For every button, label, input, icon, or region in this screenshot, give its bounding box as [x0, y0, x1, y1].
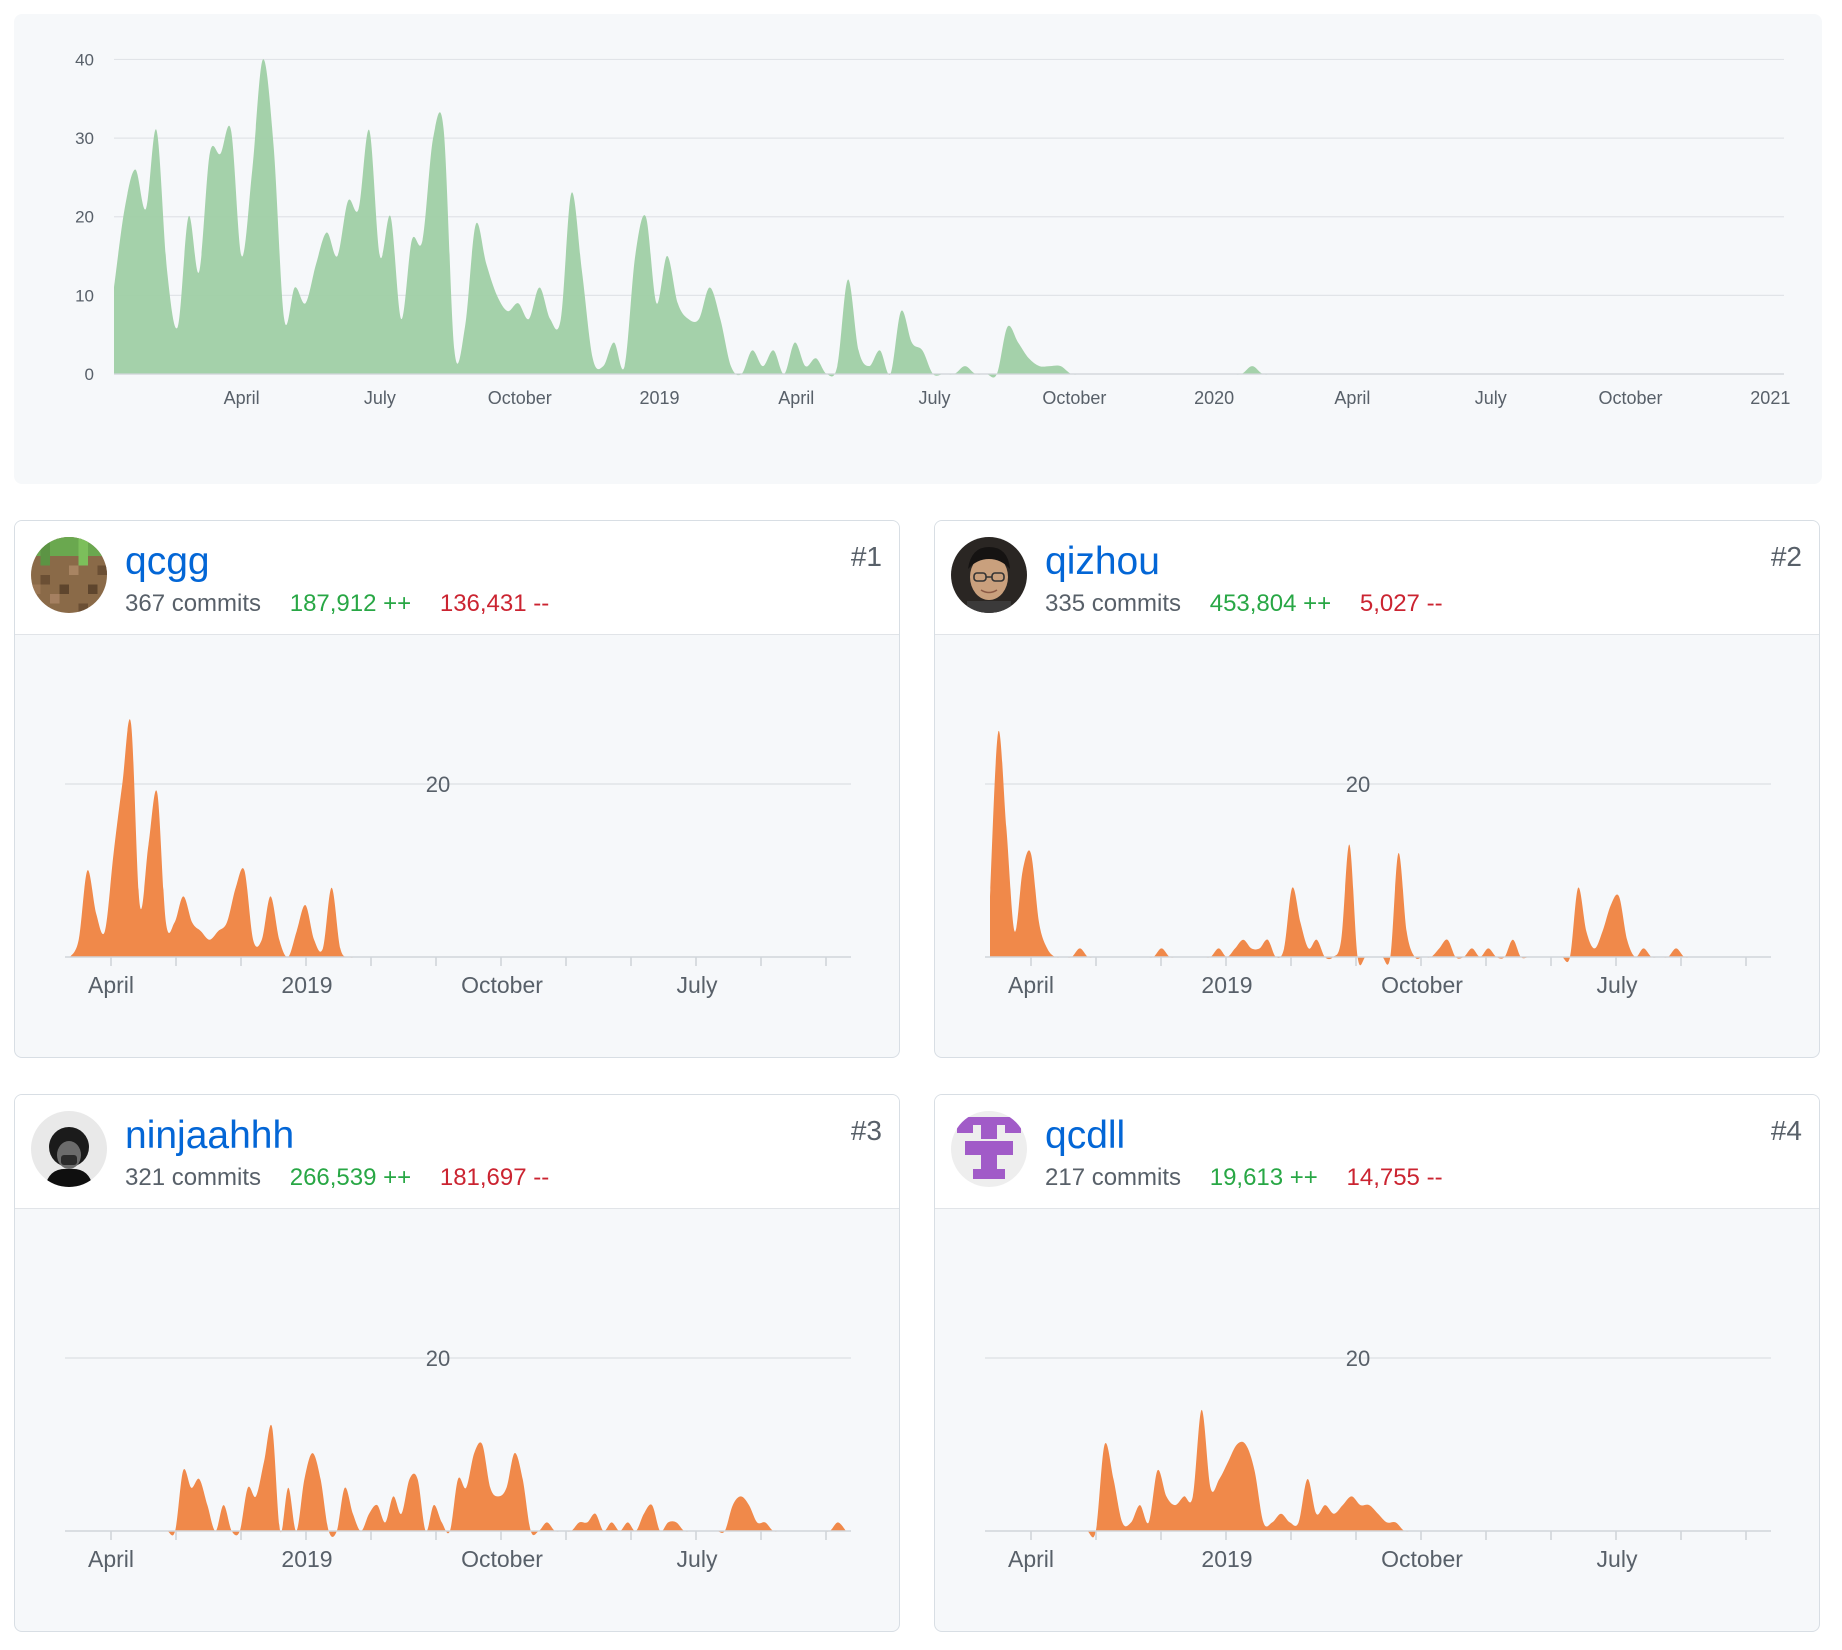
contributor-header: qcgg 367 commits 187,912 ++ 136,431 -- #…: [15, 521, 899, 635]
commits-area: [114, 59, 1784, 378]
x-tick-label: 2019: [281, 972, 332, 998]
x-tick-label: October: [1381, 972, 1463, 998]
contributor-login-link[interactable]: qcdll: [1045, 1114, 1126, 1157]
contributor-card: qcdll 217 commits 19,613 ++ 14,755 -- #4…: [934, 1094, 1820, 1632]
y-tick-label: 20: [75, 208, 94, 227]
contributor-commit-chart: 20 April 2019 October July: [65, 1346, 851, 1572]
avatar[interactable]: [31, 1111, 107, 1187]
x-tick-label: October: [1042, 388, 1106, 408]
x-tick-label: April: [778, 388, 814, 408]
commits-area-chart: 0 10 20 30 40 April July October 2019 April July Oc…: [75, 50, 1790, 408]
y-tick-label: 0: [85, 365, 94, 384]
x-tick-label: April: [1008, 972, 1054, 998]
x-tick-label: April: [88, 1546, 134, 1572]
y-tick-label: 30: [75, 129, 94, 148]
contributor-commit-chart: 20 April 2019 October July: [985, 730, 1771, 998]
contributor-commits-area: [990, 1409, 1766, 1538]
additions-count: 187,912 ++: [289, 590, 412, 617]
x-tick-label: April: [224, 388, 260, 408]
y-tick-label: 20: [1346, 772, 1370, 797]
x-tick-label: April: [88, 972, 134, 998]
avatar[interactable]: [951, 1111, 1027, 1187]
deletions-count: 181,697 --: [439, 1164, 550, 1191]
x-tick-label: 2019: [281, 1546, 332, 1572]
deletions-count: 136,431 --: [439, 590, 550, 617]
x-tick-label: October: [1599, 388, 1663, 408]
x-tick-label: April: [1008, 1546, 1054, 1572]
contributor-rank: #4: [1770, 1115, 1802, 1146]
x-tick-label: July: [677, 1546, 718, 1572]
contributor-commit-chart: 20 April 2019 October July: [985, 1346, 1771, 1572]
y-tick-label: 40: [75, 50, 94, 69]
purple-identicon-icon: [951, 1111, 1027, 1187]
contributor-rank: #2: [1770, 541, 1802, 572]
y-tick-label: 10: [75, 286, 94, 305]
x-tick-label: 2019: [1201, 972, 1252, 998]
contributor-header: ninjaahhh 321 commits 266,539 ++ 181,697…: [15, 1095, 899, 1209]
avatar[interactable]: [951, 537, 1027, 613]
pixel-dirt-block-icon: [31, 537, 107, 613]
deletions-count: 5,027 --: [1359, 590, 1443, 617]
person-photo-icon: [951, 537, 1027, 613]
x-tick-label: 2021: [1750, 388, 1790, 408]
y-tick-label: 20: [1346, 1346, 1370, 1371]
commits-over-time-chart: 0 10 20 30 40 April July October 2019 April July Oc…: [14, 14, 1822, 484]
contributor-card: qcgg 367 commits 187,912 ++ 136,431 -- #…: [14, 520, 900, 1058]
x-tick-label: April: [1334, 388, 1370, 408]
contributor-stats: 335 commits 453,804 ++ 5,027 --: [1045, 590, 1465, 619]
additions-count: 453,804 ++: [1209, 590, 1332, 617]
commit-count-link[interactable]: 335 commits: [1045, 590, 1182, 617]
x-tick-label: July: [364, 388, 396, 408]
commit-count-link[interactable]: 321 commits: [125, 1164, 262, 1191]
contributor-rank: #1: [850, 541, 882, 572]
x-tick-label: July: [677, 972, 718, 998]
avatar[interactable]: [31, 537, 107, 613]
x-tick-label: July: [919, 388, 951, 408]
contributor-commits-area: [70, 1424, 846, 1537]
contributor-stats: 217 commits 19,613 ++ 14,755 --: [1045, 1164, 1465, 1193]
contributor-card: ninjaahhh 321 commits 266,539 ++ 181,697…: [14, 1094, 900, 1632]
x-tick-label: 2019: [1201, 1546, 1252, 1572]
contributor-login-link[interactable]: qizhou: [1045, 540, 1160, 583]
contributor-commits-area: [70, 719, 846, 958]
x-tick-label: October: [461, 972, 543, 998]
contributor-card: qizhou 335 commits 453,804 ++ 5,027 -- #…: [934, 520, 1820, 1058]
x-tick-label: July: [1597, 1546, 1638, 1572]
dark-photo-icon: [31, 1111, 107, 1187]
contributor-stats: 367 commits 187,912 ++ 136,431 --: [125, 590, 571, 619]
contributor-commit-chart: 20 April 2019 October July: [65, 719, 851, 998]
commit-count-link[interactable]: 367 commits: [125, 590, 262, 617]
x-tick-label: July: [1597, 972, 1638, 998]
contributor-stats: 321 commits 266,539 ++ 181,697 --: [125, 1164, 571, 1193]
y-tick-label: 20: [426, 1346, 450, 1371]
x-tick-label: 2020: [1194, 388, 1234, 408]
deletions-count: 14,755 --: [1346, 1164, 1443, 1191]
contributor-login-link[interactable]: ninjaahhh: [125, 1114, 295, 1157]
x-tick-label: October: [488, 388, 552, 408]
additions-count: 266,539 ++: [289, 1164, 412, 1191]
x-tick-label: 2019: [639, 388, 679, 408]
x-tick-label: October: [1381, 1546, 1463, 1572]
y-tick-label: 20: [426, 772, 450, 797]
x-tick-label: October: [461, 1546, 543, 1572]
contributor-login-link[interactable]: qcgg: [125, 540, 210, 583]
contributor-commits-area: [990, 730, 1766, 966]
contributor-header: qizhou 335 commits 453,804 ++ 5,027 -- #…: [935, 521, 1819, 635]
contributor-rank: #3: [850, 1115, 882, 1146]
contributor-header: qcdll 217 commits 19,613 ++ 14,755 -- #4: [935, 1095, 1819, 1209]
x-tick-label: July: [1475, 388, 1507, 408]
commit-count-link[interactable]: 217 commits: [1045, 1164, 1182, 1191]
additions-count: 19,613 ++: [1209, 1164, 1318, 1191]
